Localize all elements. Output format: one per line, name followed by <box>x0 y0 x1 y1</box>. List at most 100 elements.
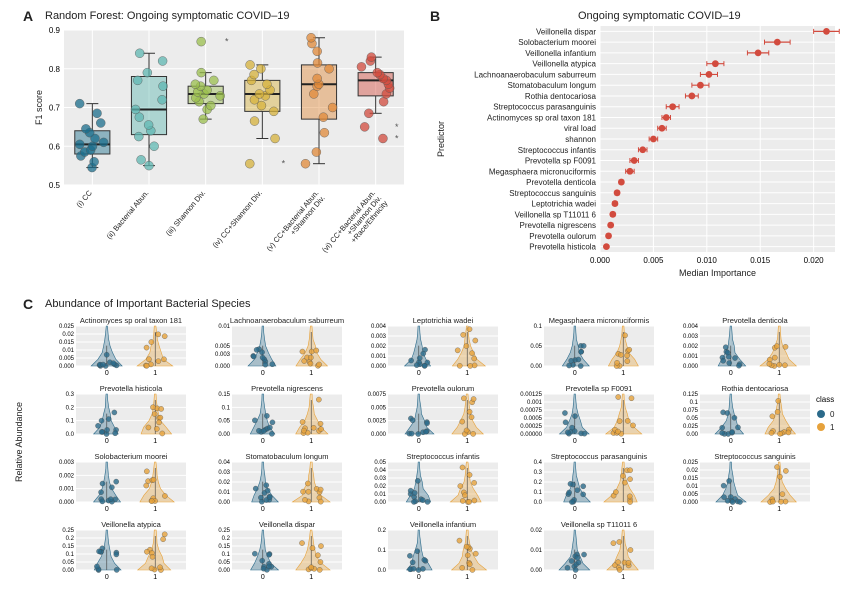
svg-text:Streptococcus parasanguinis: Streptococcus parasanguinis <box>493 103 596 112</box>
svg-text:1: 1 <box>777 370 781 377</box>
svg-text:0.00: 0.00 <box>530 568 542 574</box>
svg-text:0.5: 0.5 <box>49 181 61 190</box>
svg-text:Median Importance: Median Importance <box>679 268 756 278</box>
svg-text:0.01: 0.01 <box>62 348 74 354</box>
svg-text:0.15: 0.15 <box>62 544 74 550</box>
svg-text:1: 1 <box>621 370 625 377</box>
svg-text:0: 0 <box>830 410 835 419</box>
svg-text:1: 1 <box>465 574 469 581</box>
svg-text:Megasphaera micronuciformis: Megasphaera micronuciformis <box>489 167 596 176</box>
svg-text:0.02: 0.02 <box>686 468 698 474</box>
panel-c-label: C <box>23 296 33 312</box>
svg-text:Prevotella sp F0091: Prevotella sp F0091 <box>525 157 597 166</box>
svg-text:Veillonella infantium: Veillonella infantium <box>525 49 596 58</box>
svg-text:F1 score: F1 score <box>34 90 44 125</box>
svg-text:*: * <box>395 134 399 144</box>
svg-text:1: 1 <box>621 438 625 445</box>
svg-text:0: 0 <box>105 574 109 581</box>
svg-text:0.1: 0.1 <box>66 552 75 558</box>
svg-text:0.005: 0.005 <box>215 344 231 350</box>
svg-text:0.3: 0.3 <box>66 392 75 398</box>
svg-text:0.02: 0.02 <box>218 480 230 486</box>
svg-text:1: 1 <box>309 506 313 513</box>
svg-text:Prevotella denticola: Prevotella denticola <box>722 316 788 325</box>
svg-text:Lachnoanaerobaculum saburreum: Lachnoanaerobaculum saburreum <box>230 316 344 325</box>
svg-text:0.025: 0.025 <box>683 460 699 466</box>
panel-b-chart: 0.0000.0050.0100.0150.020Median Importan… <box>430 22 845 282</box>
svg-text:0.015: 0.015 <box>750 256 771 265</box>
panel-c-title: Abundance of Important Bacterial Species <box>45 298 250 310</box>
svg-text:*: * <box>395 122 399 132</box>
svg-text:0.6: 0.6 <box>49 142 61 151</box>
svg-text:Actinomyces sp oral taxon 181: Actinomyces sp oral taxon 181 <box>487 113 596 122</box>
svg-text:(vi) CC+Bacterial Abun.+Shanno: (vi) CC+Bacterial Abun.+Shannon Div.+Rac… <box>320 188 390 264</box>
svg-text:0: 0 <box>729 506 733 513</box>
panel-a-chart: 0.50.60.70.80.9F1 score(i) CC(ii) Bacter… <box>30 26 410 281</box>
svg-text:0.000: 0.000 <box>590 256 611 265</box>
svg-text:0: 0 <box>261 574 265 581</box>
svg-text:0.04: 0.04 <box>374 468 386 474</box>
svg-text:0.075: 0.075 <box>683 408 699 414</box>
svg-text:0.00125: 0.00125 <box>520 392 542 398</box>
svg-text:0.000: 0.000 <box>683 364 699 370</box>
svg-text:1: 1 <box>309 370 313 377</box>
svg-text:0.1: 0.1 <box>66 419 75 425</box>
svg-text:0.05: 0.05 <box>62 560 74 566</box>
panel-c-grid: Relative AbundanceActinomyces sp oral ta… <box>12 312 840 587</box>
svg-text:1: 1 <box>465 506 469 513</box>
svg-text:*: * <box>225 37 229 47</box>
svg-text:Streptococcus parasanguinis: Streptococcus parasanguinis <box>551 452 648 461</box>
svg-text:Stomatobaculum longum: Stomatobaculum longum <box>508 81 597 90</box>
svg-text:1: 1 <box>465 370 469 377</box>
svg-text:Actinomyces sp oral taxon 181: Actinomyces sp oral taxon 181 <box>80 316 182 325</box>
svg-text:0.015: 0.015 <box>683 476 699 482</box>
svg-text:0.1: 0.1 <box>222 552 231 558</box>
svg-text:0.004: 0.004 <box>683 324 699 330</box>
svg-text:1: 1 <box>153 574 157 581</box>
svg-text:0.001: 0.001 <box>683 354 699 360</box>
panel-b-title: Ongoing symptomatic COVID–19 <box>578 10 741 22</box>
svg-text:Prevotella histicola: Prevotella histicola <box>529 243 596 252</box>
svg-text:0.9: 0.9 <box>49 26 61 35</box>
svg-text:Veillonella dispar: Veillonella dispar <box>536 27 596 36</box>
svg-text:0.010: 0.010 <box>697 256 718 265</box>
svg-text:0.003: 0.003 <box>683 334 699 340</box>
svg-text:Streptococcus sanguinis: Streptococcus sanguinis <box>509 189 596 198</box>
svg-text:Stomatobaculum longum: Stomatobaculum longum <box>246 452 329 461</box>
svg-text:Prevotella denticola: Prevotella denticola <box>526 178 596 187</box>
svg-text:1: 1 <box>621 574 625 581</box>
svg-text:0.002: 0.002 <box>683 344 699 350</box>
svg-text:0.25: 0.25 <box>62 528 74 534</box>
svg-text:0.3: 0.3 <box>534 470 543 476</box>
svg-text:Prevotella oulorum: Prevotella oulorum <box>529 232 596 241</box>
svg-text:0.005: 0.005 <box>643 256 664 265</box>
svg-text:0: 0 <box>105 370 109 377</box>
svg-text:Rothia dentocariosa: Rothia dentocariosa <box>525 92 597 101</box>
svg-text:0.1: 0.1 <box>222 405 231 411</box>
svg-text:0.000: 0.000 <box>215 364 231 370</box>
svg-text:0.01: 0.01 <box>218 490 230 496</box>
svg-text:0.002: 0.002 <box>371 344 387 350</box>
svg-text:0.05: 0.05 <box>686 416 698 422</box>
svg-text:0: 0 <box>417 370 421 377</box>
svg-text:0: 0 <box>417 506 421 513</box>
svg-text:0.000: 0.000 <box>59 500 75 506</box>
panel-a-label: A <box>23 8 33 24</box>
svg-text:0.0: 0.0 <box>534 500 543 506</box>
svg-text:class: class <box>816 395 834 404</box>
svg-text:0.01: 0.01 <box>218 324 230 330</box>
svg-text:0.03: 0.03 <box>218 470 230 476</box>
svg-text:Prevotella histicola: Prevotella histicola <box>100 384 163 393</box>
svg-text:Rothia dentocariosa: Rothia dentocariosa <box>722 384 790 393</box>
svg-text:0.00: 0.00 <box>218 432 230 438</box>
svg-text:Prevotella oulorum: Prevotella oulorum <box>412 384 475 393</box>
svg-text:Veillonella sp T11011 6: Veillonella sp T11011 6 <box>515 210 597 219</box>
svg-text:Solobacterium moorei: Solobacterium moorei <box>518 38 596 47</box>
svg-text:Veillonella infantium: Veillonella infantium <box>410 520 476 529</box>
svg-text:0.00075: 0.00075 <box>520 408 542 414</box>
svg-text:0.003: 0.003 <box>59 460 75 466</box>
svg-text:0.01: 0.01 <box>374 492 386 498</box>
svg-text:0.003: 0.003 <box>371 334 387 340</box>
svg-text:0.02: 0.02 <box>374 484 386 490</box>
svg-text:(v) CC+Bacterial Abun.+Shannon: (v) CC+Bacterial Abun.+Shannon Div. <box>264 189 326 259</box>
